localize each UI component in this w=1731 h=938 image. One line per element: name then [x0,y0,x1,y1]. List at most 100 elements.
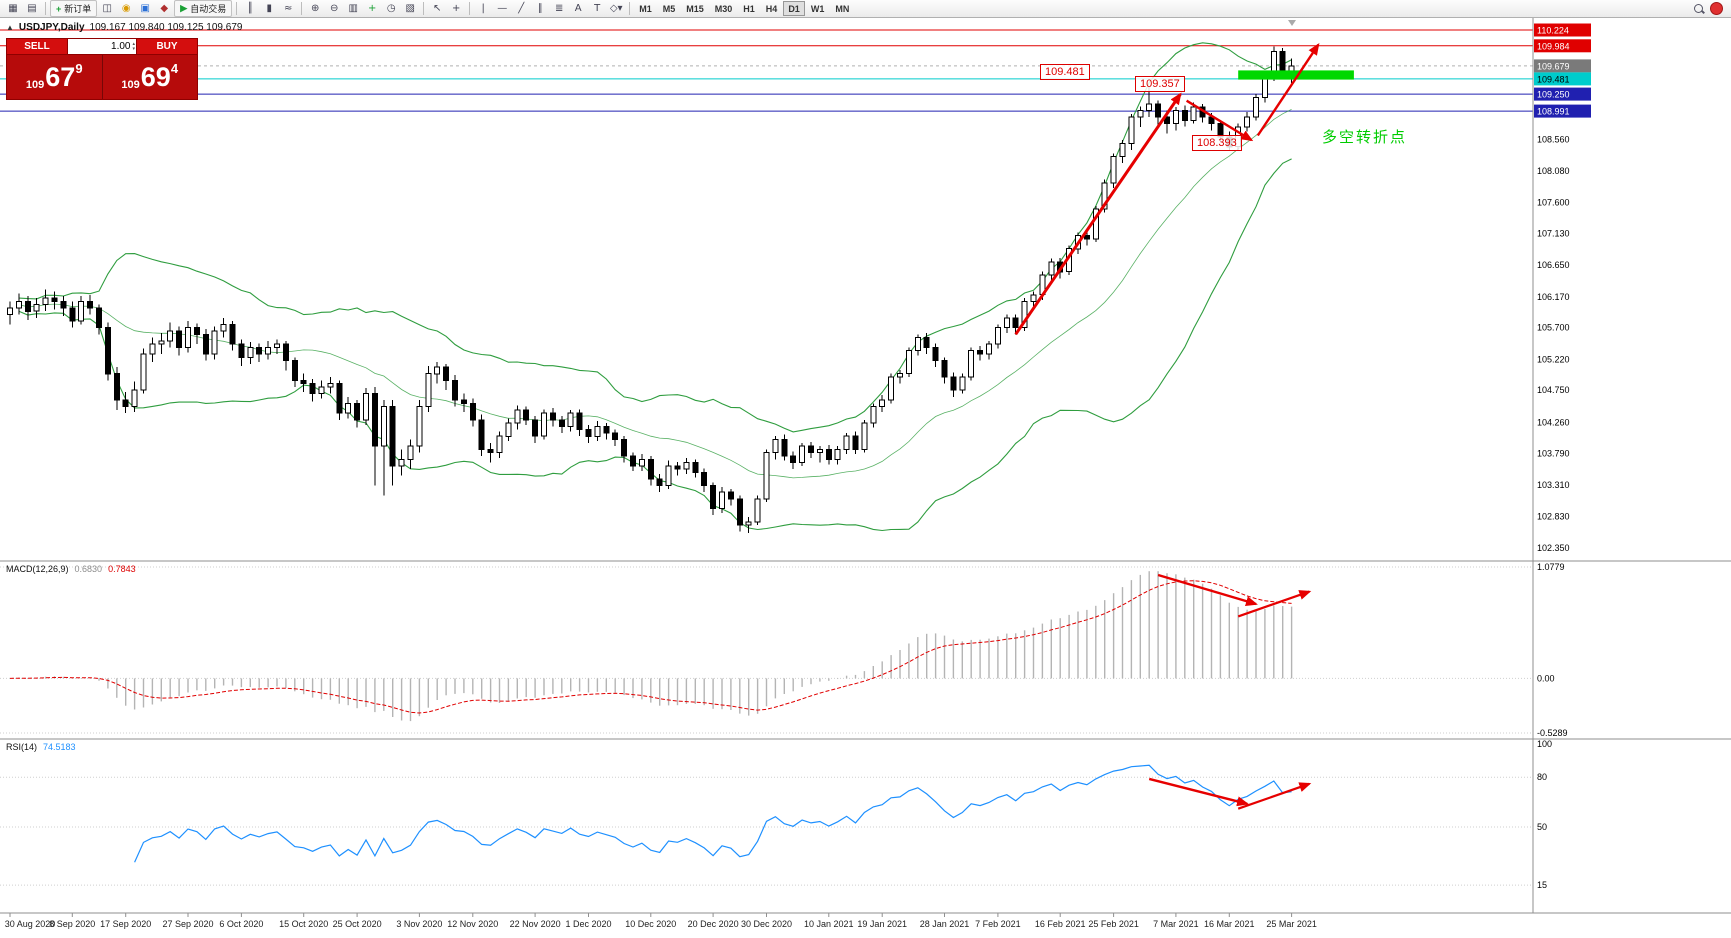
svg-text:27 Sep 2020: 27 Sep 2020 [162,919,213,929]
volume-value: 1.00 [111,41,131,52]
new-chart-icon[interactable]: ▦ [8,3,18,14]
price-label-109481[interactable]: 109.481 [1040,64,1090,80]
sell-price-display[interactable]: 109 67 9 [7,55,103,99]
highlight-rectangle[interactable] [1238,70,1354,80]
autotrading-button-icon: ▶ [180,3,188,13]
svg-text:104.750: 104.750 [1537,385,1570,395]
timeframe-w1[interactable]: W1 [810,3,825,14]
timeframe-h1[interactable]: H1 [743,3,755,14]
rsi-name: RSI(14) [6,742,38,752]
bar-chart-icon[interactable]: ║ [247,3,254,14]
macd-header: MACD(12,26,9) 0.6830 0.7843 [6,564,136,574]
zoom-in-icon[interactable]: ⊕ [311,3,320,14]
sell-price-prefix: 109 [25,79,45,91]
buy-button[interactable]: BUY [136,38,198,55]
fibonacci-icon[interactable]: ≣ [555,3,564,14]
ohlc-readout: 109.167 109.840 109.125 109.679 [89,22,243,33]
svg-text:25 Feb 2021: 25 Feb 2021 [1088,919,1139,929]
collapse-triangle-icon[interactable]: ▲ [6,23,14,32]
timeframe-h4[interactable]: H4 [765,3,778,14]
toolbar-separator [423,2,425,15]
shapes-icon[interactable]: ◇▾ [609,3,623,14]
trendline-icon[interactable]: ╱ [518,3,525,14]
news-icon[interactable]: ◆ [160,3,169,14]
indicators-icon[interactable]: + [368,3,377,14]
turning-point-note[interactable]: 多空转折点 [1322,129,1408,146]
svg-text:1.0779: 1.0779 [1537,562,1565,572]
svg-text:100: 100 [1537,739,1552,749]
svg-text:15 Oct 2020: 15 Oct 2020 [279,919,328,929]
alert-icon[interactable]: ◉ [121,3,131,14]
svg-text:7 Feb 2021: 7 Feb 2021 [975,919,1021,929]
svg-text:109.481: 109.481 [1537,74,1570,84]
svg-text:102.350: 102.350 [1537,543,1570,553]
horizontal-line-icon[interactable]: — [497,3,508,14]
timeframe-m15[interactable]: M15 [686,3,704,14]
buy-price-prefix: 109 [121,79,140,91]
volume-input[interactable]: 1.00 ▴ ▾ [68,38,136,55]
toolbar: ▦ ▤ + 新订单 ◫ ◉ ▣ ◆ ▶ 自动交易 ║ ▮ ≈ ⊕ ⊖ ▥ + ◷ ▧ ↖ + | — ╱ ∥ ≣ A T ◇▾ M1 M5… [0,0,1731,18]
label-icon[interactable]: T [594,3,601,14]
svg-text:102.830: 102.830 [1537,512,1570,522]
svg-text:105.700: 105.700 [1537,323,1570,333]
chart-shift-marker[interactable] [1288,20,1296,26]
autotrading-button[interactable]: ▶ 自动交易 [174,0,233,17]
tile-windows-icon[interactable]: ▥ [348,3,358,14]
timeframe-bar: M1 M5 M15 M30 H1 H4 D1 W1 MN [634,1,854,16]
new-order-button[interactable]: + 新订单 [50,0,98,17]
sell-button[interactable]: SELL [6,38,68,55]
price-label-109357[interactable]: 109.357 [1135,76,1185,92]
timeframe-mn[interactable]: MN [835,3,850,14]
svg-text:110.224: 110.224 [1537,26,1569,36]
market-watch-icon[interactable]: ◫ [102,3,112,14]
timeframe-d1[interactable]: D1 [783,1,805,16]
rsi-arrow[interactable] [1237,782,1312,810]
community-icon[interactable] [1710,2,1723,15]
price-label-108393[interactable]: 108.393 [1192,135,1242,151]
volume-down-icon[interactable]: ▾ [132,45,135,52]
candlestick-icon[interactable]: ▮ [266,3,272,14]
timeframe-m30[interactable]: M30 [714,3,733,14]
templates-icon[interactable]: ▧ [405,3,415,14]
buy-price-big: 69 [140,61,171,92]
bollinger-bands [18,42,1292,532]
toolbar-separator [301,2,303,15]
svg-text:3 Nov 2020: 3 Nov 2020 [396,919,442,929]
macd-arrow[interactable] [1157,573,1258,606]
price-axis[interactable]: 108.560 108.080 107.600 107.130 106.650 106.1… [1534,23,1591,554]
trend-arrows[interactable] [1014,43,1320,336]
timeframe-m5[interactable]: M5 [662,3,676,14]
chart-ohlc-title: ▲ USDJPY,Daily 109.167 109.840 109.125 1… [6,22,242,33]
svg-text:22 Nov 2020: 22 Nov 2020 [510,919,561,929]
channel-icon[interactable]: ∥ [537,3,543,14]
rsi-arrow[interactable] [1148,777,1250,807]
mail-icon[interactable]: ▣ [140,3,150,14]
buy-price-display[interactable]: 109 69 4 [103,55,198,99]
search-icon[interactable] [1693,3,1705,15]
zoom-out-icon[interactable]: ⊖ [330,3,339,14]
window-list-icon[interactable]: ▤ [27,3,37,14]
level-lines[interactable] [0,29,1533,112]
svg-text:16 Feb 2021: 16 Feb 2021 [1035,919,1086,929]
crosshair-icon[interactable]: + [452,3,461,14]
svg-text:25 Mar 2021: 25 Mar 2021 [1266,919,1317,929]
macd-panel: 1.0779 0.00 -0.5289 [0,562,1568,738]
new-order-button-label: 新订单 [64,4,92,14]
volume-stepper[interactable]: ▴ ▾ [132,40,135,52]
text-icon[interactable]: A [574,3,582,14]
svg-text:15: 15 [1537,880,1547,890]
vertical-line-icon[interactable]: | [481,3,485,14]
macd-arrow[interactable] [1237,590,1312,618]
panel-separators[interactable] [0,18,1731,914]
cursor-icon[interactable]: ↖ [433,3,442,14]
one-click-trading-panel: SELL 1.00 ▴ ▾ BUY 109 67 9 109 69 4 [6,38,198,100]
period-icon[interactable]: ◷ [386,3,396,14]
svg-text:17 Sep 2020: 17 Sep 2020 [100,919,151,929]
line-chart-icon[interactable]: ≈ [284,3,293,14]
volume-up-icon[interactable]: ▴ [132,40,135,47]
timeframe-m1[interactable]: M1 [639,3,652,14]
rsi-line [134,764,1292,863]
